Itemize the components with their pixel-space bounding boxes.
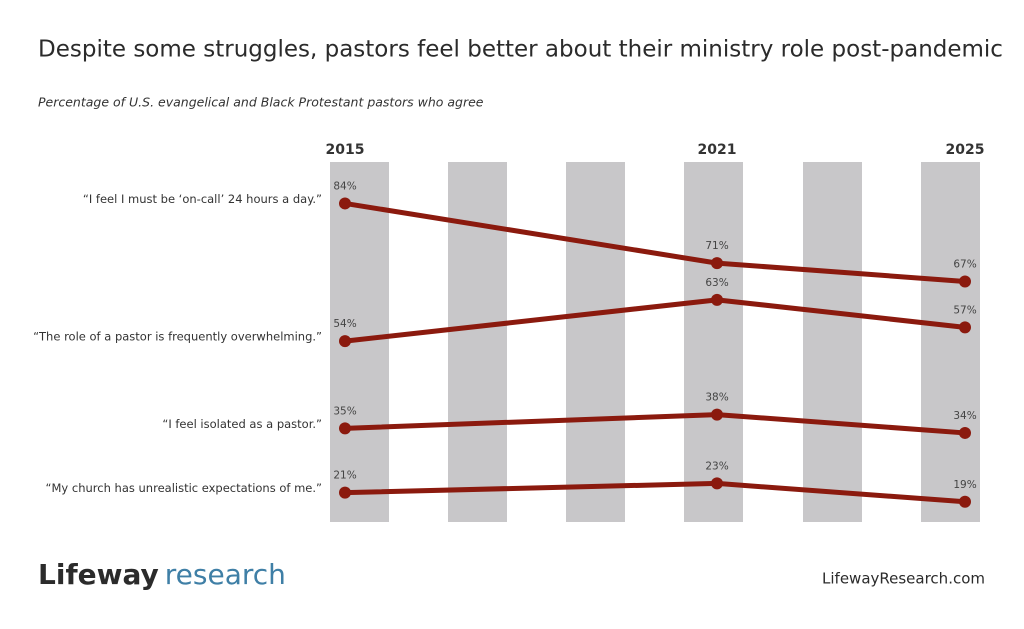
- url: LifewayResearch.com: [822, 570, 985, 588]
- series-label: “My church has unrealistic expectations …: [46, 481, 322, 495]
- point: [339, 197, 351, 210]
- series-line: [344, 480, 966, 505]
- point: [711, 293, 723, 306]
- point: [711, 408, 723, 421]
- value-label: 38%: [705, 392, 728, 404]
- value-label: 63%: [705, 277, 728, 289]
- brand-name: Lifeway: [38, 558, 159, 591]
- column: [448, 162, 507, 522]
- chart-title: Despite some struggles, pastors feel bet…: [38, 37, 1003, 63]
- series-line: [344, 412, 966, 436]
- brand: Lifeway research: [38, 558, 286, 591]
- series-label: “I feel I must be ‘on-call’ 24 hours a d…: [83, 192, 322, 206]
- value-label: 34%: [953, 410, 976, 422]
- value-label: 19%: [953, 479, 976, 491]
- point: [959, 321, 971, 334]
- column: [803, 162, 862, 522]
- brand-suffix: research: [165, 558, 286, 591]
- column: [566, 162, 625, 522]
- column: [921, 162, 980, 522]
- value-label: 57%: [953, 304, 976, 316]
- point: [959, 495, 971, 508]
- value-label: 35%: [333, 405, 356, 417]
- x-tick-label: 2015: [326, 142, 365, 158]
- x-tick-label: 2025: [946, 142, 985, 158]
- point: [339, 422, 351, 435]
- point: [711, 257, 723, 270]
- point: [711, 477, 723, 490]
- series-line: [344, 200, 966, 284]
- series-label: “I feel isolated as a pastor.”: [162, 417, 322, 431]
- series-line: [344, 297, 966, 344]
- point: [959, 426, 971, 439]
- point: [339, 335, 351, 348]
- value-label: 67%: [953, 258, 976, 270]
- point: [339, 486, 351, 499]
- value-label: 71%: [705, 240, 728, 252]
- column: [684, 162, 743, 522]
- series-label: “The role of a pastor is frequently over…: [33, 330, 322, 344]
- value-label: 21%: [333, 470, 356, 482]
- value-label: 54%: [333, 318, 356, 330]
- chart-subtitle: Percentage of U.S. evangelical and Black…: [38, 95, 484, 110]
- x-tick-label: 2021: [698, 142, 737, 158]
- point: [959, 275, 971, 288]
- value-label: 84%: [333, 180, 356, 192]
- background-columns: [330, 162, 980, 522]
- value-label: 23%: [705, 460, 728, 472]
